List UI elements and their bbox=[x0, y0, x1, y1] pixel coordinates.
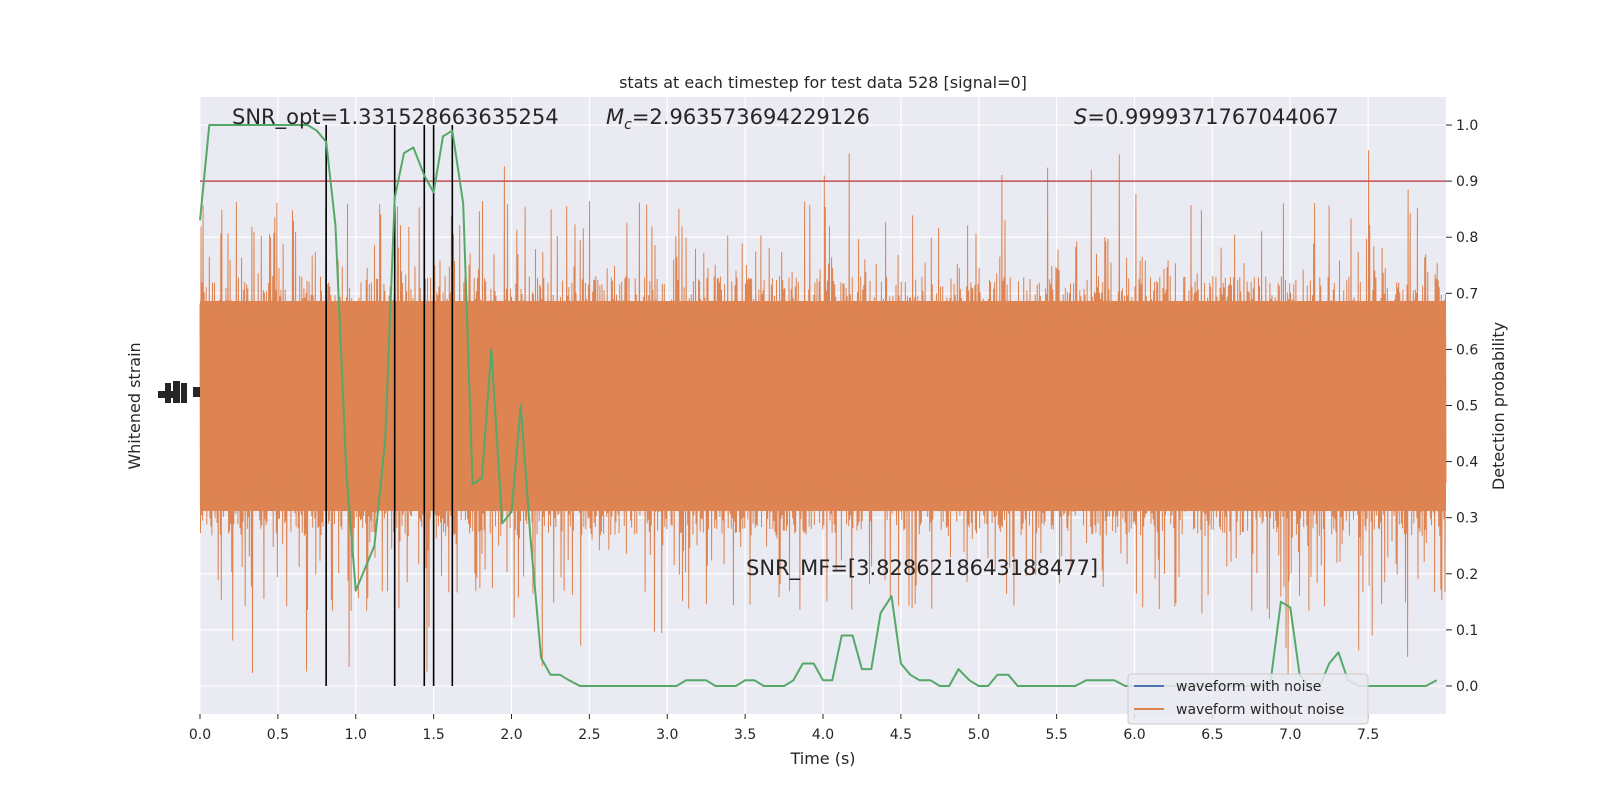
x-axis-label: Time (s) bbox=[789, 749, 855, 768]
y-axis-label-right: Detection probability bbox=[1489, 322, 1508, 490]
x-tick-label-15: 7.5 bbox=[1357, 727, 1379, 743]
y-tick-label-10: 1.0 bbox=[1456, 118, 1478, 134]
y-axis-label-left: Whitened strain bbox=[125, 342, 144, 469]
y-tick-label-5: 0.5 bbox=[1456, 399, 1478, 415]
noisy-waveform-line bbox=[199, 150, 1447, 676]
x-tick-label-11: 5.5 bbox=[1045, 727, 1067, 743]
x-tick-label-12: 6.0 bbox=[1123, 727, 1145, 743]
x-tick-label-5: 2.5 bbox=[578, 727, 600, 743]
x-tick-label-10: 5.0 bbox=[968, 727, 990, 743]
annotation-s-symbol: S bbox=[1074, 105, 1087, 129]
y-tick-label-9: 0.9 bbox=[1456, 174, 1478, 190]
x-tick-label-4: 2.0 bbox=[500, 727, 522, 743]
annotation-mc-subscript: c bbox=[624, 117, 632, 133]
x-tick-label-0: 0.0 bbox=[189, 727, 211, 743]
legend: waveform with noise waveform without noi… bbox=[1127, 673, 1369, 725]
left-tick-blob-3 bbox=[173, 381, 180, 403]
y-tick-label-4: 0.4 bbox=[1456, 455, 1478, 471]
y-tick-label-0: 0.0 bbox=[1456, 679, 1478, 695]
x-tick-label-13: 6.5 bbox=[1201, 727, 1223, 743]
annotation-mc-value: =2.963573694229126 bbox=[632, 105, 870, 129]
annotation-s-value: =0.9999371767044067 bbox=[1087, 105, 1338, 129]
legend-label-without-noise: waveform without noise bbox=[1176, 702, 1344, 718]
x-tick-label-3: 1.5 bbox=[422, 727, 444, 743]
chart-title: stats at each timestep for test data 528… bbox=[619, 73, 1027, 92]
x-tick-labels: 0.0 0.5 1.0 1.5 2.0 2.5 3.0 3.5 4.0 4.5 5.0 5.5 6.0 6… bbox=[189, 714, 1379, 743]
y-tick-label-6: 0.6 bbox=[1456, 342, 1478, 358]
y-tick-label-2: 0.2 bbox=[1456, 567, 1478, 583]
annotation-snr-opt: SNR_opt=1.331528663635254 bbox=[232, 105, 559, 130]
annotation-s: S=0.9999371767044067 bbox=[1074, 105, 1339, 129]
annotation-snr-mf: SNR_MF=[3.8286218643188477] bbox=[746, 556, 1098, 581]
legend-box bbox=[1127, 673, 1369, 725]
left-tick-blob-4 bbox=[181, 383, 187, 403]
y-tick-label-3: 0.3 bbox=[1456, 511, 1478, 527]
y-tick-label-7: 0.7 bbox=[1456, 286, 1478, 302]
left-tick-blob-5 bbox=[193, 387, 200, 397]
noisy-waveform-trace bbox=[199, 150, 1447, 676]
y-tick-label-8: 0.8 bbox=[1456, 230, 1478, 246]
y-right-tick-labels: 0.0 0.1 0.2 0.3 0.4 0.5 0.6 0.7 0.8 0.9 1.0 bbox=[1446, 118, 1478, 695]
x-tick-label-7: 3.5 bbox=[734, 727, 756, 743]
annotation-mc-symbol: M bbox=[606, 105, 624, 129]
x-tick-label-9: 4.5 bbox=[890, 727, 912, 743]
x-tick-label-2: 1.0 bbox=[345, 727, 367, 743]
x-tick-label-8: 4.0 bbox=[812, 727, 834, 743]
x-tick-label-1: 0.5 bbox=[267, 727, 289, 743]
left-tick-blob-2 bbox=[165, 383, 171, 403]
annotation-mc: Mc=2.963573694229126 bbox=[606, 105, 870, 133]
legend-label-with-noise: waveform with noise bbox=[1176, 679, 1321, 695]
left-axis-clutter bbox=[158, 381, 200, 403]
x-tick-label-6: 3.0 bbox=[656, 727, 678, 743]
y-tick-label-1: 0.1 bbox=[1456, 623, 1478, 639]
x-tick-label-14: 7.0 bbox=[1279, 727, 1301, 743]
